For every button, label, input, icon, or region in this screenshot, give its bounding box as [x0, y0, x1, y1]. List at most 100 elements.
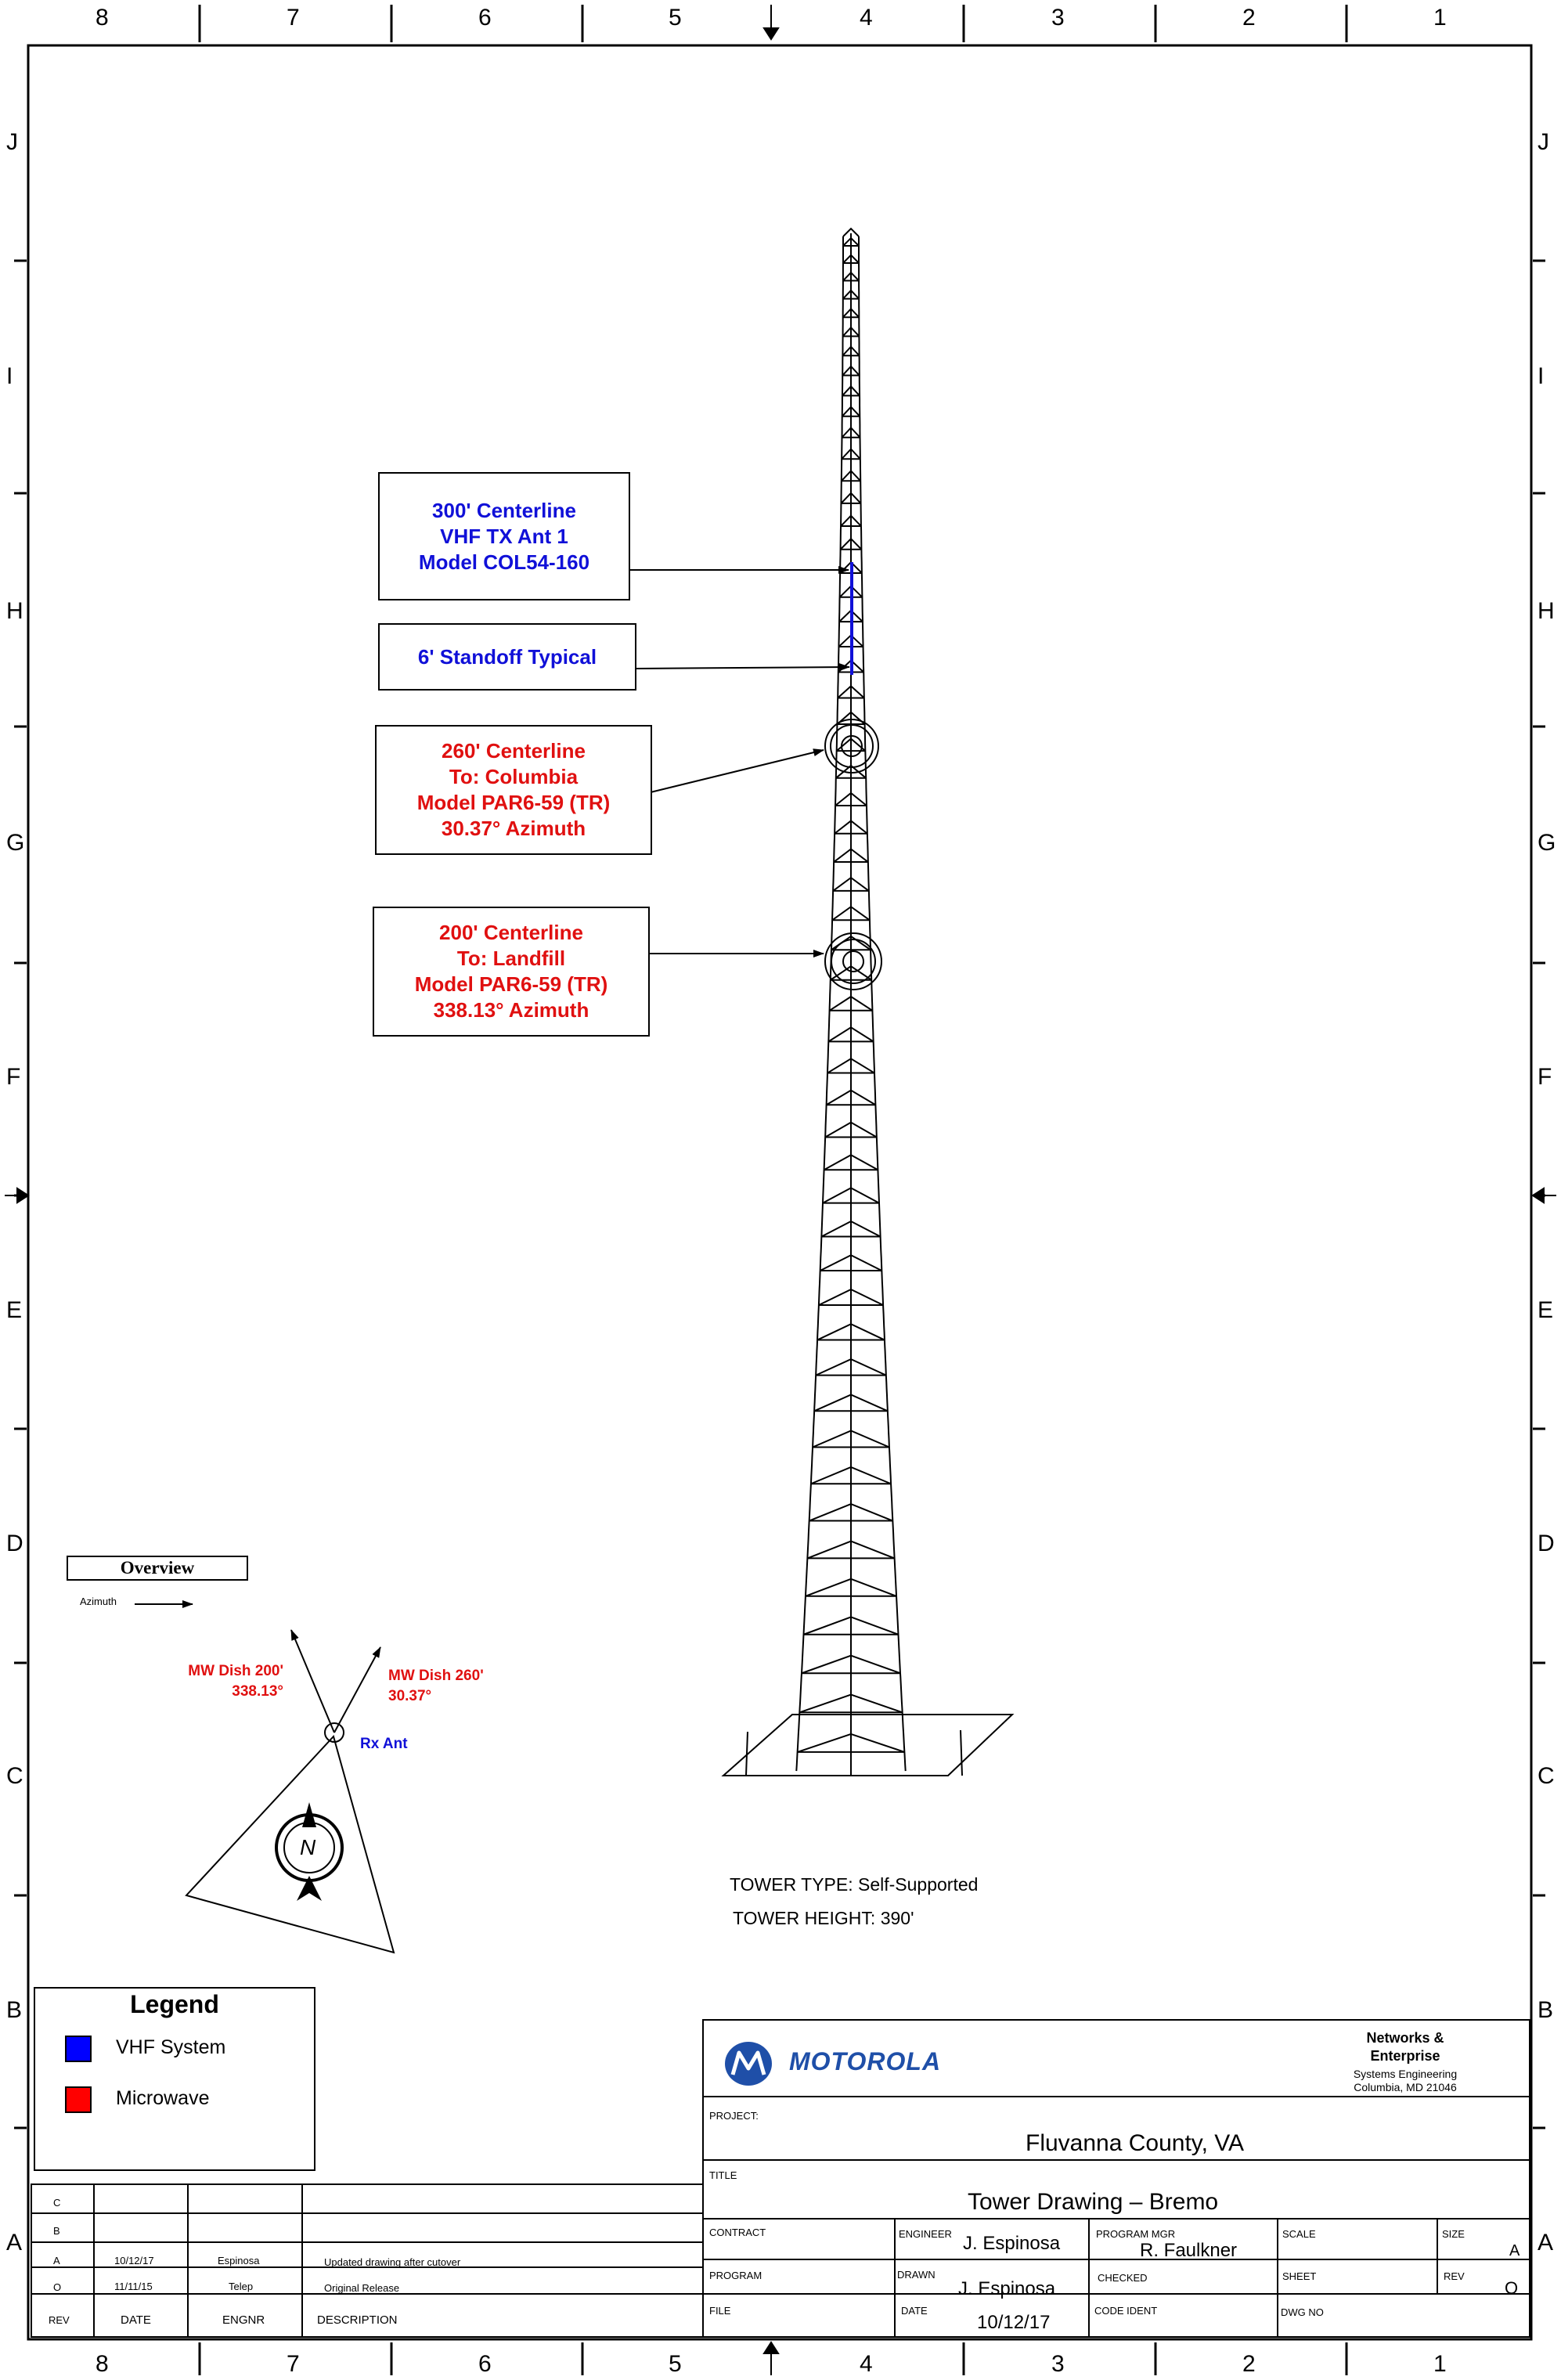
- tower-brace: [835, 792, 867, 806]
- grid-column-label: 7: [287, 2351, 300, 2377]
- tower-brace: [842, 254, 860, 264]
- grid-column-label: 1: [1433, 2351, 1447, 2377]
- tower-lattice: [721, 227, 1015, 1776]
- grid-row-label: A: [6, 2230, 23, 2256]
- grid-column-label: 4: [860, 2351, 873, 2377]
- legend-swatch-microwave: [65, 2086, 92, 2113]
- tower-brace: [827, 1058, 875, 1074]
- grid-row-label: G: [6, 830, 25, 856]
- rev-row-o-engnr: Telep: [229, 2281, 254, 2292]
- callout-standoff: 6' Standoff Typical: [378, 623, 636, 691]
- program-label: PROGRAM: [709, 2270, 762, 2281]
- grid-row-label: C: [6, 1763, 23, 1789]
- title-label: TITLE: [709, 2169, 737, 2181]
- engineer-name: J. Espinosa: [963, 2233, 1061, 2254]
- grid-column-label: 2: [1242, 5, 1256, 31]
- legend-label-vhf: VHF System: [116, 2036, 226, 2058]
- tower-foot: [745, 1731, 748, 1776]
- dish-200-label: MW Dish 200' 338.13°: [174, 1661, 283, 1702]
- program-mgr-name: R. Faulkner: [1140, 2240, 1238, 2261]
- tower-brace: [824, 1121, 878, 1138]
- size-label: SIZE: [1442, 2228, 1465, 2240]
- dish-200-azimuth: 338.13°: [232, 1683, 283, 1700]
- rev-header-rev: REV: [49, 2314, 70, 2326]
- rev-row-a-rev: A: [53, 2255, 60, 2266]
- dish-200-name: MW Dish 200': [188, 1663, 283, 1679]
- engineer-label: ENGINEER: [899, 2228, 952, 2240]
- company-line: Networks &: [1366, 2030, 1444, 2046]
- tower-brace: [842, 271, 860, 282]
- tower-brace: [810, 1466, 892, 1485]
- tower-brace: [832, 876, 870, 892]
- tower-brace: [839, 537, 863, 550]
- title-block: [702, 2019, 1530, 2338]
- contract-label: CONTRACT: [709, 2227, 766, 2238]
- callout-line: 300' Centerline: [432, 498, 576, 522]
- tower-brace: [813, 1394, 889, 1412]
- tower-brace: [842, 385, 860, 397]
- grid-row-label: D: [6, 1531, 23, 1556]
- grid-row-label: J: [6, 129, 18, 155]
- dish-260-label: MW Dish 260' 30.37°: [388, 1666, 484, 1707]
- dish-260-azimuth: 30.37°: [388, 1688, 432, 1704]
- company-line: Enterprise: [1370, 2048, 1440, 2064]
- date-label: DATE: [901, 2305, 928, 2317]
- callout-line: Model PAR6-59 (TR): [416, 791, 611, 814]
- tower-brace: [835, 764, 867, 779]
- dish-200-icon: [824, 932, 882, 990]
- tower-brace: [834, 820, 868, 835]
- department-line: Columbia, MD 21046: [1354, 2081, 1457, 2093]
- grid-column-label: 7: [287, 5, 300, 31]
- tower-type-label: TOWER TYPE: Self-Supported: [730, 1874, 979, 1895]
- program-mgr-label: PROGRAM MGR: [1096, 2228, 1176, 2240]
- tower-brace: [841, 469, 861, 481]
- grid-row-label: C: [1538, 1763, 1555, 1789]
- tower-brace: [837, 685, 865, 699]
- tower-brace: [840, 514, 862, 527]
- legend-box: [34, 1987, 315, 2171]
- rev-value: O: [1505, 2278, 1519, 2298]
- tower-brace: [829, 995, 873, 1012]
- tower-height-label: TOWER HEIGHT: 390': [733, 1908, 914, 1928]
- tower-brace: [812, 1430, 890, 1448]
- rev-label: REV: [1444, 2270, 1465, 2282]
- legend-title: Legend: [130, 1990, 219, 2018]
- tower-top: [842, 227, 860, 237]
- drawn-label: DRAWN: [897, 2269, 936, 2281]
- grid-column-label: 5: [669, 2351, 682, 2377]
- rev-header-description: DESCRIPTION: [317, 2313, 398, 2327]
- drawn-name: J. Espinosa: [958, 2278, 1056, 2299]
- grid-row-label: E: [1538, 1297, 1554, 1323]
- tower-brace: [824, 1154, 878, 1171]
- grid-column-label: 3: [1051, 5, 1065, 31]
- tower-brace: [820, 1220, 881, 1238]
- motorola-logo-icon: [725, 2042, 772, 2086]
- callout-line: To: Landfill: [456, 947, 566, 970]
- grid-row-label: I: [1538, 363, 1545, 389]
- rx-ant-label: Rx Ant: [360, 1736, 408, 1752]
- north-arrow-icon: [275, 1802, 344, 1901]
- grid-row-label: I: [6, 363, 13, 389]
- overview-title: Overview: [120, 1558, 195, 1578]
- date-value: 10/12/17: [977, 2312, 1051, 2333]
- tower-brace: [818, 1288, 884, 1306]
- tower-brace: [826, 1089, 876, 1106]
- callout-line: 260' Centerline: [442, 739, 586, 763]
- rev-row-a-engnr: Espinosa: [218, 2255, 260, 2266]
- scale-label: SCALE: [1282, 2228, 1316, 2240]
- rev-row-o-rev: O: [53, 2281, 62, 2293]
- tower-brace: [842, 345, 860, 356]
- tower-brace: [827, 1026, 874, 1043]
- callout-line: 6' Standoff Typical: [417, 644, 597, 669]
- tower-brace: [822, 1187, 880, 1204]
- file-label: FILE: [709, 2305, 731, 2317]
- project-label: PROJECT:: [709, 2110, 759, 2122]
- callout-line: To: Columbia: [449, 765, 579, 788]
- sheet-border: [27, 44, 1533, 2341]
- grid-column-label: 8: [96, 2351, 109, 2377]
- callout-mw-200: 200' Centerline To: Landfill Model PAR6-…: [373, 907, 650, 1037]
- tower-brace: [840, 492, 862, 504]
- drawing-title: Tower Drawing – Bremo: [968, 2189, 1219, 2215]
